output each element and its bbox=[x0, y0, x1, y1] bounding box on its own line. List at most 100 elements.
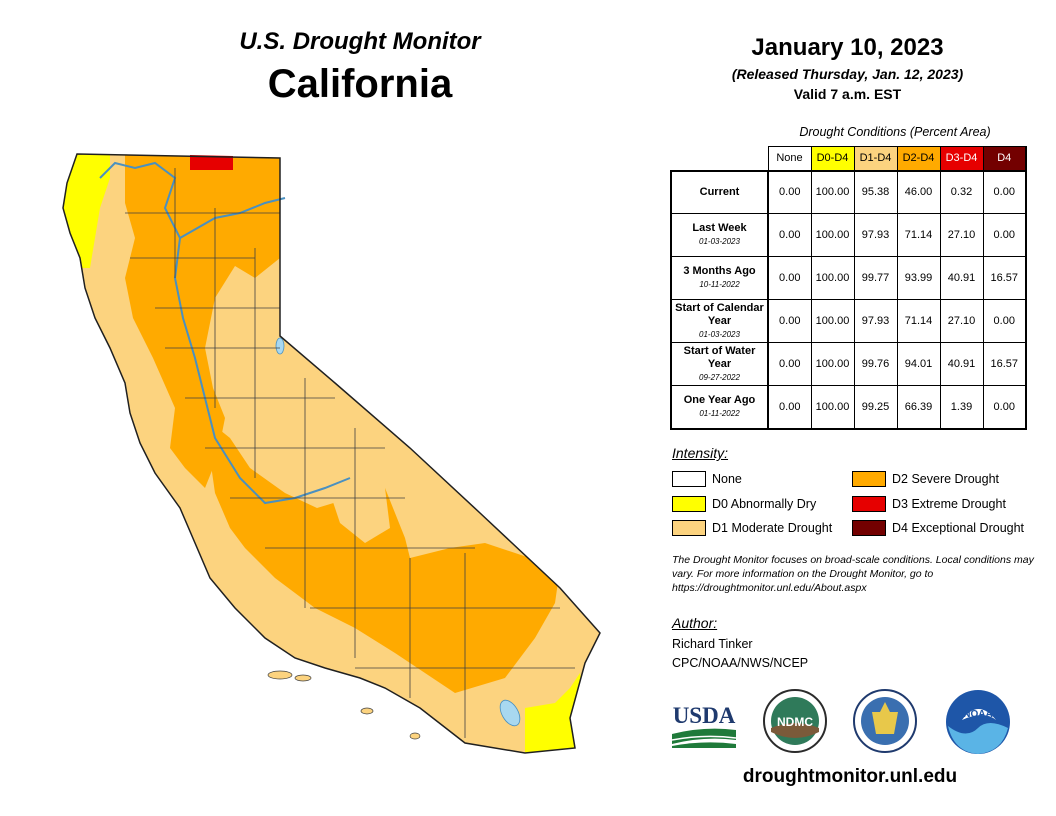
legend-swatch bbox=[852, 471, 886, 487]
row-label: 3 Months Ago 10-11-2022 bbox=[670, 256, 769, 300]
ndmc-logo: NDMC bbox=[763, 689, 827, 753]
row-date: 09-27-2022 bbox=[699, 372, 740, 382]
row-date: 01-03-2023 bbox=[699, 237, 740, 246]
noaa-logo-text: NOAA bbox=[963, 709, 992, 720]
valid-time: Valid 7 a.m. EST bbox=[793, 86, 902, 102]
date-header: January 10, 2023 (Released Thursday, Jan… bbox=[670, 34, 1025, 102]
table-cell: 27.10 bbox=[939, 213, 984, 257]
table-cell: 0.00 bbox=[982, 299, 1027, 343]
legend-item-none: None bbox=[672, 471, 742, 487]
table-cell: 99.77 bbox=[853, 256, 898, 300]
table-cell: 97.93 bbox=[853, 299, 898, 343]
row-label: One Year Ago 01-11-2022 bbox=[670, 385, 769, 430]
table-cell: 0.00 bbox=[982, 169, 1027, 214]
table-cell: 99.76 bbox=[853, 342, 898, 386]
table-corner bbox=[671, 146, 768, 172]
map-date: January 10, 2023 bbox=[751, 34, 944, 61]
noaa-logo: NOAA bbox=[946, 690, 1010, 754]
row-label: Start of Calendar Year 01-03-2023 bbox=[670, 299, 769, 343]
table-cell: 0.00 bbox=[767, 169, 812, 214]
table-cell: 40.91 bbox=[939, 342, 984, 386]
channel-islands bbox=[267, 670, 421, 740]
table-row: 3 Months Ago 10-11-2022 0.00 100.00 99.77… bbox=[670, 256, 1027, 300]
table-cell: 1.39 bbox=[939, 385, 984, 430]
author-name: Richard Tinker bbox=[672, 637, 753, 651]
table-cell: 0.00 bbox=[982, 213, 1027, 257]
row-title: Last Week bbox=[692, 222, 747, 234]
table-header-row: None D0-D4 D1-D4 D2-D4 D3-D4 D4 bbox=[671, 146, 1027, 172]
d0-north-coast bbox=[63, 154, 110, 268]
row-label: Last Week 01-03-2023 bbox=[670, 213, 769, 257]
table-cell: 100.00 bbox=[810, 169, 855, 214]
column-header: D3-D4 bbox=[939, 146, 984, 171]
legend-label: D2 Severe Drought bbox=[892, 472, 1000, 486]
map-svg bbox=[62, 153, 601, 754]
product-title: U.S. Drought Monitor bbox=[239, 28, 481, 55]
table-cell: 95.38 bbox=[853, 169, 898, 214]
table-cell: 94.01 bbox=[896, 342, 941, 386]
table-cell: 0.00 bbox=[767, 256, 812, 300]
table-row: Start of Calendar Year 01-03-2023 0.00 10… bbox=[670, 299, 1027, 343]
row-title: Start of Calendar Year bbox=[675, 301, 764, 327]
ndmc-logo-text: NDMC bbox=[777, 715, 813, 729]
legend-label: D3 Extreme Drought bbox=[892, 497, 1006, 511]
table-cell: 100.00 bbox=[810, 213, 855, 257]
table-cell: 16.57 bbox=[982, 256, 1027, 300]
table-row: Last Week 01-03-2023 0.00 100.00 97.93 71… bbox=[670, 213, 1027, 257]
release-date: (Released Thursday, Jan. 12, 2023) bbox=[731, 66, 964, 82]
table-cell: 71.14 bbox=[896, 299, 941, 343]
author-organization: CPC/NOAA/NWS/NCEP bbox=[672, 656, 809, 670]
table-cell: 16.57 bbox=[982, 342, 1027, 386]
table-cell: 93.99 bbox=[896, 256, 941, 300]
legend-swatch bbox=[672, 496, 706, 512]
row-title: 3 Months Ago bbox=[683, 265, 756, 277]
table-cell: 46.00 bbox=[896, 169, 941, 214]
d0-southeast-corner bbox=[525, 673, 585, 753]
column-header: D1-D4 bbox=[853, 146, 898, 171]
sacramento-san-joaquin-river bbox=[99, 161, 351, 505]
table-cell: 0.00 bbox=[982, 385, 1027, 430]
drought-regions bbox=[63, 154, 600, 753]
legend-swatch bbox=[672, 520, 706, 536]
legend-label: D0 Abnormally Dry bbox=[712, 497, 817, 511]
table-cell: 97.93 bbox=[853, 213, 898, 257]
lake-tahoe bbox=[275, 337, 285, 355]
website-link[interactable]: droughtmonitor.unl.edu bbox=[742, 766, 958, 787]
disclaimer-note: The Drought Monitor focuses on broad-sca… bbox=[672, 554, 1034, 594]
column-header: D0-D4 bbox=[810, 146, 855, 171]
table-cell: 100.00 bbox=[810, 342, 855, 386]
usda-logo-text: USDA bbox=[673, 703, 736, 728]
legend-item-d1: D1 Moderate Drought bbox=[672, 520, 832, 536]
table-cell: 0.00 bbox=[767, 213, 812, 257]
table-cell: 100.00 bbox=[810, 299, 855, 343]
row-date: 10-11-2022 bbox=[699, 280, 740, 289]
row-date: 01-03-2023 bbox=[699, 329, 740, 339]
table-row: One Year Ago 01-11-2022 0.00 100.00 99.25… bbox=[670, 385, 1027, 430]
column-header: D4 bbox=[982, 146, 1027, 171]
table-cell: 0.32 bbox=[939, 169, 984, 214]
drought-conditions-table: None D0-D4 D1-D4 D2-D4 D3-D4 D4 Current … bbox=[670, 146, 1027, 430]
usda-logo: USDA bbox=[671, 703, 737, 748]
table-cell: 99.25 bbox=[853, 385, 898, 430]
column-header: None bbox=[767, 146, 812, 171]
column-header: D2-D4 bbox=[896, 146, 941, 171]
legend-swatch bbox=[672, 471, 706, 487]
row-label: Current bbox=[670, 169, 769, 214]
legend-label: None bbox=[712, 472, 742, 486]
map-header: U.S. Drought Monitor California bbox=[150, 28, 570, 107]
row-title: One Year Ago bbox=[683, 393, 756, 406]
table-row: Current 0.00 100.00 95.38 46.00 0.32 0.0… bbox=[670, 169, 1027, 214]
table-cell: 0.00 bbox=[767, 299, 812, 343]
d2-north-area bbox=[125, 154, 280, 488]
california-outline bbox=[62, 153, 601, 754]
legend-label: D1 Moderate Drought bbox=[712, 521, 833, 535]
california-drought-map bbox=[55, 148, 615, 773]
legend-item-d0: D0 Abnormally Dry bbox=[672, 496, 816, 512]
legend-swatch bbox=[852, 496, 886, 512]
table-cell: 100.00 bbox=[810, 385, 855, 430]
author-heading: Author: bbox=[672, 615, 718, 631]
d1-pocket-sierra bbox=[325, 468, 390, 543]
table-caption: Drought Conditions (Percent Area) bbox=[799, 125, 991, 139]
d2-central-south-area bbox=[205, 418, 560, 693]
county-lines bbox=[125, 168, 575, 738]
